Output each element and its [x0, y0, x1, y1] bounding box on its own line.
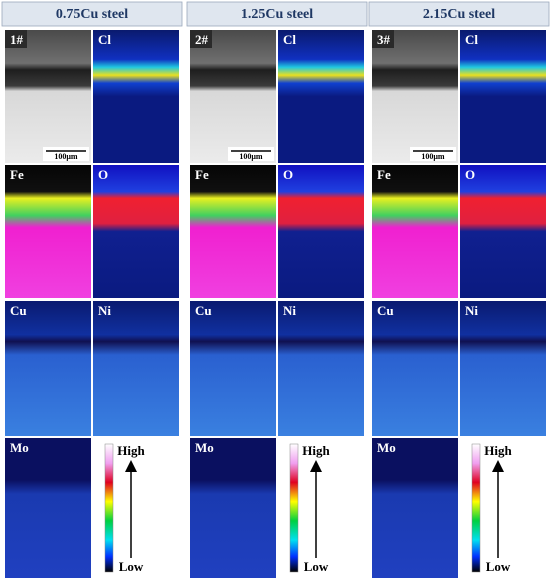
- scale-bar-label: 100μm: [54, 152, 78, 161]
- legend-low: Low: [119, 559, 144, 574]
- column-header: [186, 1, 368, 27]
- map-panel: [5, 165, 91, 298]
- panel-label: O: [465, 167, 475, 182]
- column-title: 2.15Cu steel: [423, 7, 495, 22]
- panel-label: Fe: [195, 167, 209, 182]
- panel-label: Cu: [377, 303, 394, 318]
- map-panel: [278, 30, 364, 163]
- panel-label: Cl: [98, 32, 111, 47]
- map-panel: [5, 438, 91, 578]
- label-bg: [372, 30, 394, 48]
- map-panel: [93, 165, 179, 298]
- legend-high: High: [484, 443, 512, 458]
- panel-label: Mo: [10, 440, 29, 455]
- map-panel: [460, 165, 546, 298]
- panel-label: Ni: [283, 303, 296, 318]
- map-panel: [190, 165, 276, 298]
- panel-label: Mo: [195, 440, 214, 455]
- label-bg: [190, 30, 212, 48]
- label-bg: [5, 30, 27, 48]
- map-panel: [460, 30, 546, 163]
- panel-label: 3#: [377, 32, 391, 47]
- panel-label: Cl: [283, 32, 296, 47]
- map-panel: [372, 165, 458, 298]
- panel-label: Cu: [10, 303, 27, 318]
- legend-high: High: [302, 443, 330, 458]
- panel-label: 1#: [10, 32, 24, 47]
- panel-label: 2#: [195, 32, 209, 47]
- map-panel: [460, 301, 546, 436]
- panel-label: Fe: [377, 167, 391, 182]
- panel-label: Cl: [465, 32, 478, 47]
- map-panel: [372, 30, 458, 163]
- map-panel: [278, 165, 364, 298]
- legend-high: High: [117, 443, 145, 458]
- legend-low: Low: [486, 559, 511, 574]
- map-panel: [93, 301, 179, 436]
- color-bar: [471, 443, 481, 573]
- panel-label: O: [98, 167, 108, 182]
- map-panel: [278, 301, 364, 436]
- map-panel: [5, 301, 91, 436]
- map-panel: [93, 30, 179, 163]
- scale-bar-label: 100μm: [421, 152, 445, 161]
- panel-label: O: [283, 167, 293, 182]
- panel-label: Fe: [10, 167, 24, 182]
- column-header: [1, 1, 183, 27]
- panel-label: Ni: [465, 303, 478, 318]
- map-panel: [372, 438, 458, 578]
- map-panel: [5, 30, 91, 163]
- legend-low: Low: [304, 559, 329, 574]
- column-title: 0.75Cu steel: [56, 7, 128, 22]
- scale-bar-label: 100μm: [239, 152, 263, 161]
- map-panel: [372, 301, 458, 436]
- map-panel: [190, 301, 276, 436]
- panel-label: Ni: [98, 303, 111, 318]
- map-panel: [190, 438, 276, 578]
- panel-label: Mo: [377, 440, 396, 455]
- column-header: [368, 1, 550, 27]
- color-bar: [289, 443, 299, 573]
- map-panel: [190, 30, 276, 163]
- color-bar: [104, 443, 114, 573]
- panel-label: Cu: [195, 303, 212, 318]
- column-title: 1.25Cu steel: [241, 7, 313, 22]
